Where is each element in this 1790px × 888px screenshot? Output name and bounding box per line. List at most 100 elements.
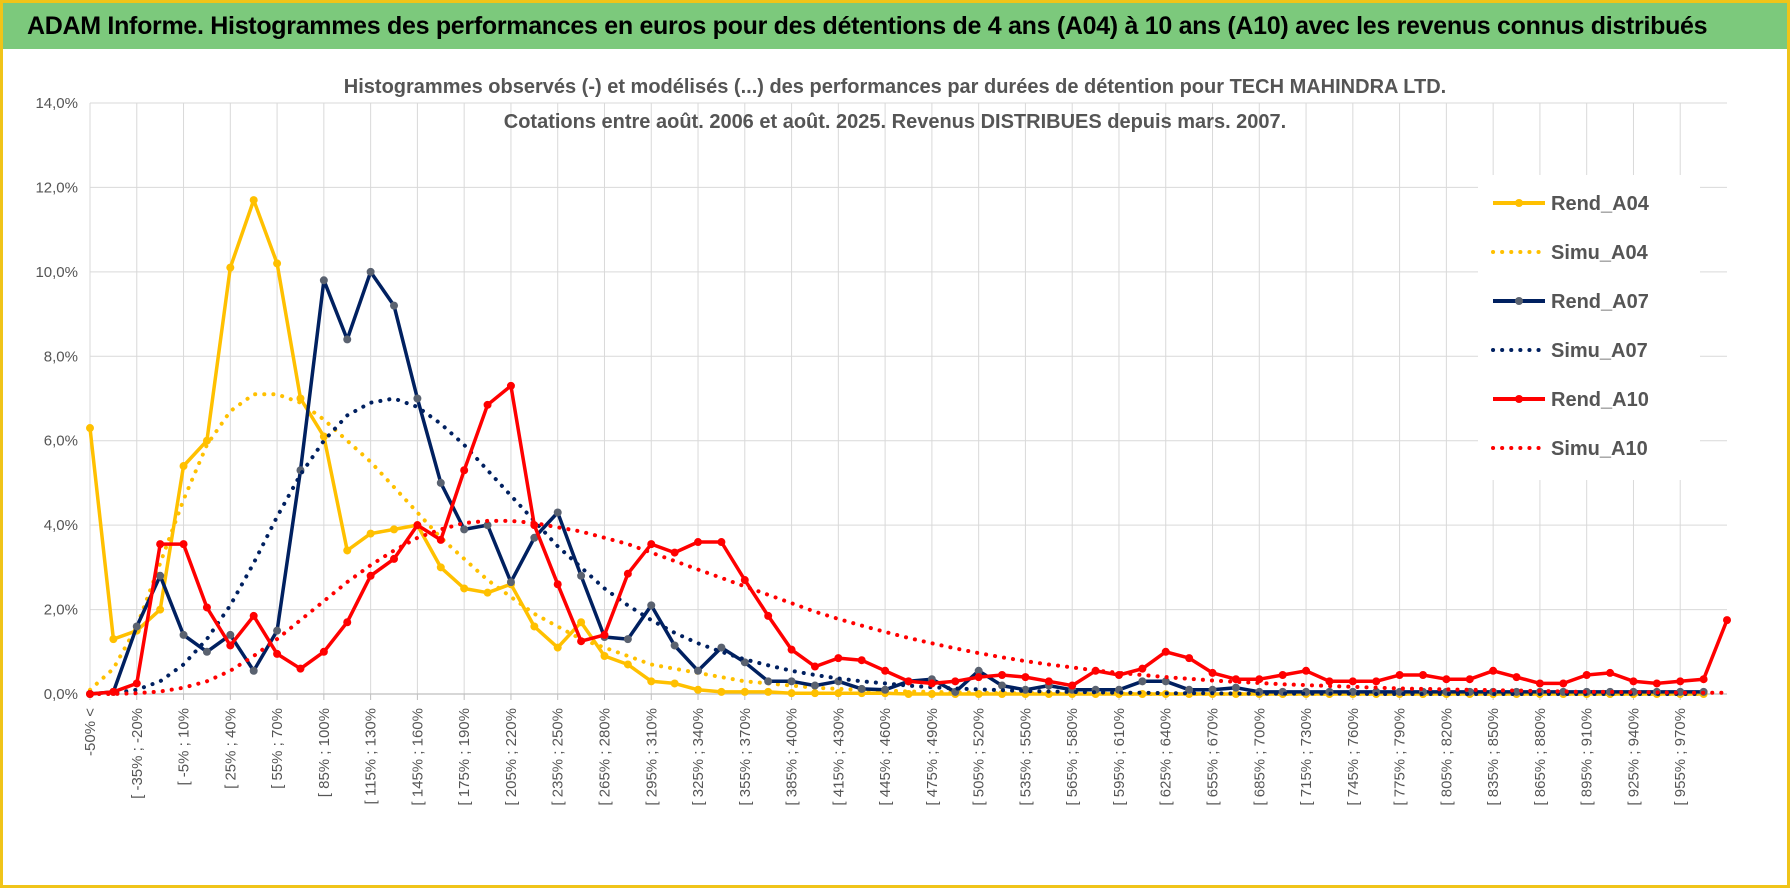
rend-a10-point (436, 535, 445, 544)
rend-a04-point (1231, 690, 1240, 698)
rend-a10-point (600, 630, 609, 639)
rend-a10-point (1348, 677, 1357, 686)
x-tick-label: [ 115% ; 130% (363, 708, 380, 804)
legend-label-simu-a07: Simu_A07 (1551, 340, 1648, 362)
rend-a04-point (343, 546, 352, 555)
rend-a10-point (1699, 675, 1708, 684)
rend-a10-point (202, 603, 211, 612)
rend-a10-point (273, 649, 282, 658)
rend-a10-point (1606, 668, 1615, 677)
rend-a10-point (1161, 647, 1170, 656)
rend-a04-point (460, 584, 469, 593)
rend-a07-point (881, 685, 890, 694)
simu-a07-line (88, 396, 1706, 696)
rend-a07-point (740, 658, 749, 667)
rend-a10-point (390, 554, 399, 563)
simu-a04-line (88, 392, 1706, 696)
rend-a10-point (1185, 654, 1194, 663)
rend-a04-point (764, 687, 773, 696)
rend-a07-point (998, 681, 1007, 690)
rend-a10-point (1465, 675, 1474, 684)
rend-a07-point (156, 571, 165, 580)
rend-a10-point (1512, 673, 1521, 682)
rend-a10-point (998, 671, 1007, 680)
rend-a04-point (179, 462, 188, 471)
legend-label-rend-a04: Rend_A04 (1551, 193, 1650, 215)
x-tick-label: [ 295% ; 310% (643, 708, 660, 806)
rend-a07-point (202, 647, 211, 656)
legend-background (1478, 175, 1700, 480)
rend-a07-point (810, 681, 819, 690)
rend-a07-point (1138, 677, 1147, 686)
rend-a10-point (226, 641, 235, 650)
rend-a10-point (904, 677, 913, 686)
rend-a04-point (834, 689, 843, 698)
rend-a07-point (530, 533, 539, 542)
rend-a07-point (577, 571, 586, 580)
rend-a10-point (881, 666, 890, 675)
rend-a04-point (273, 259, 282, 268)
rend-a10-point (1021, 673, 1030, 682)
rend-a10-point (413, 521, 422, 530)
rend-a07-point (319, 276, 328, 285)
rend-a10-point (343, 618, 352, 627)
rend-a04-line (88, 198, 1704, 696)
rend-a07-point (670, 641, 679, 650)
rend-a04-point (319, 432, 328, 441)
rend-a10-point (249, 611, 258, 620)
rend-a07-point (647, 601, 656, 610)
rend-a10-point (132, 679, 141, 688)
legend-label-rend-a10: Rend_A10 (1551, 389, 1649, 411)
x-tick-label: [ 895% ; 910% (1579, 708, 1596, 806)
rend-a07-point (1161, 677, 1170, 686)
rend-a04-point (577, 618, 586, 627)
series-lines (86, 196, 1731, 698)
rend-a10-point (1676, 677, 1685, 686)
rend-a10-point (951, 677, 960, 686)
rend-a10-point (1044, 677, 1053, 686)
rend-a07-point (1021, 685, 1030, 694)
rend-a07-line (89, 270, 1704, 696)
x-tick-label: [ 625% ; 640% (1158, 708, 1175, 806)
rend-a10-point (1325, 677, 1334, 686)
x-tick-label: -50% < (82, 708, 99, 756)
rend-a10-point (1138, 664, 1147, 673)
rend-a10-point (647, 540, 656, 549)
x-tick-label: [ 955% ; 970% (1672, 708, 1689, 806)
rend-a04-point (647, 677, 656, 686)
x-tick-label: [ 55% ; 70% (269, 708, 286, 789)
x-tick-label: [ 715% ; 730% (1298, 708, 1315, 806)
rend-a10-point (553, 580, 562, 589)
rend-a04-point (694, 685, 703, 694)
chart-subtitle: Cotations entre août. 2006 et août. 2025… (504, 111, 1286, 133)
rend-a04-point (787, 689, 796, 698)
x-tick-label: [ 565% ; 580% (1064, 708, 1081, 806)
rend-a07-point (343, 335, 352, 344)
rend-a10-point (670, 548, 679, 557)
x-tick-label: [ 265% ; 280% (596, 708, 613, 806)
rend-a04-point (600, 652, 609, 661)
legend-label-simu-a10: Simu_A10 (1551, 438, 1648, 460)
rend-a04-point (156, 605, 165, 614)
x-tick-label: [ 235% ; 250% (550, 708, 567, 806)
x-tick-label: [ 745% ; 760% (1345, 708, 1362, 806)
x-tick-label: [ -5% ; 10% (176, 708, 193, 786)
rend-a07-point (132, 622, 141, 631)
rend-a10-point (296, 664, 305, 673)
rend-a07-point (1231, 683, 1240, 692)
rend-a10-point (1629, 677, 1638, 686)
rend-a07-point (273, 626, 282, 635)
rend-a07-point (623, 635, 632, 644)
x-tick-label: [ 385% ; 400% (784, 708, 801, 806)
rend-a10-point (156, 540, 165, 549)
y-tick-label: 10,0% (35, 264, 78, 281)
rend-a07-point (1208, 685, 1217, 694)
rend-a10-point (1535, 679, 1544, 688)
x-tick-label: [ 925% ; 940% (1625, 708, 1642, 806)
legend-marker-rend-a04 (1515, 199, 1523, 207)
rend-a04-point (226, 263, 235, 272)
rend-a10-point (623, 569, 632, 578)
rend-a04-point (810, 689, 819, 698)
x-tick-label: [ 145% ; 160% (409, 708, 426, 806)
